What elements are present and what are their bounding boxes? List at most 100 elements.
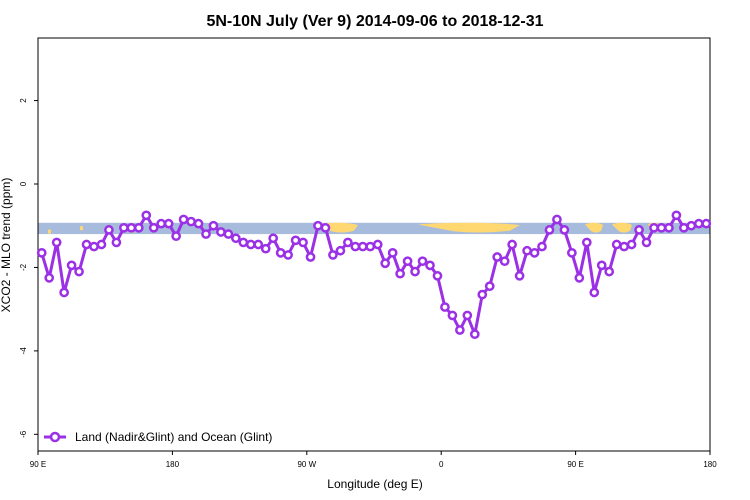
data-point [89,241,99,252]
data-point [104,225,114,235]
data-point [186,216,196,227]
data-point [96,239,107,250]
data-point [596,260,607,271]
data-point [514,270,525,281]
data-point [305,252,316,262]
data-point [649,222,659,233]
x-tick-label: 90 E [30,460,46,469]
data-point [81,239,92,250]
data-point [283,250,293,260]
data-point [357,241,368,252]
data-point [484,281,495,292]
data-point [507,239,517,250]
data-point [499,256,510,267]
y-axis-title: XCO2 - MLO trend (ppm) [0,178,13,313]
data-point [66,260,77,271]
data-point [201,229,211,239]
data-point [455,325,465,335]
data-point [245,239,256,250]
data-point [343,237,353,248]
data-point [522,245,532,256]
data-point [350,241,361,252]
data-point [141,210,152,221]
data-point [552,214,562,225]
data-point [447,310,458,321]
chart-title: 5N-10N July (Ver 9) 2014-09-06 to 2018-1… [206,13,543,30]
x-tick-label: 180 [703,460,717,469]
data-point [380,258,391,269]
data-point [253,239,264,250]
x-axis-title: Longitude (deg E) [327,477,422,491]
data-point [402,256,413,267]
data-point [492,252,503,262]
data-point [477,289,488,300]
data-point [126,222,137,233]
data-point [679,222,689,233]
data-point [328,250,338,260]
y-tick-label: -2 [19,263,28,271]
data-point [148,222,159,233]
legend: Land (Nadir&Glint) and Ocean (Glint) [44,430,272,444]
data-point [604,266,615,277]
data-point [559,225,570,235]
y-tick-label: -4 [19,347,28,355]
data-point [193,218,204,229]
series-layer [36,210,712,340]
data-point [440,302,450,312]
data-point [701,218,712,229]
data-point [686,220,697,231]
y-tick-label: -6 [19,430,28,438]
x-tick-label: 180 [166,460,180,469]
data-point [671,210,682,221]
data-point [44,273,55,283]
data-point [119,222,129,233]
data-point [611,239,622,250]
data-point [537,241,547,252]
data-point [133,222,144,233]
land-speck-1 [48,229,51,234]
data-point [529,247,540,258]
data-point [589,287,600,298]
data-point [335,245,346,256]
data-point [171,231,181,242]
data-point [320,222,331,233]
data-point [208,220,219,231]
y-tick-label: 0 [19,181,28,186]
data-point [298,237,308,248]
data-point [664,222,674,233]
data-point [59,287,69,298]
data-point [574,273,585,283]
land-speck-0 [80,226,83,231]
land-region-2 [585,222,603,233]
data-point [51,237,62,248]
data-point [693,218,704,229]
ocean-band [38,222,710,235]
data-point [432,270,443,281]
x-tick-label: 0 [439,460,444,469]
data-point [365,241,376,252]
x-tick-label: 90 E [567,460,583,469]
data-point [634,225,644,235]
data-point [395,268,405,279]
data-point [425,260,435,271]
data-point [231,233,241,244]
data-point [163,218,174,229]
data-point [260,243,271,254]
data-point [178,214,189,225]
data-point [619,241,629,252]
data-point [372,239,383,250]
data-point [567,247,577,258]
data-point [313,220,323,231]
y-axis: 2 0 -2 -4 -6 [19,98,38,438]
legend-marker-swatch [49,431,61,443]
legend-label: Land (Nadir&Glint) and Ocean (Glint) [75,430,272,444]
data-point [387,247,398,258]
data-point [581,237,592,248]
land-region-3 [612,222,632,233]
data-point [216,227,226,237]
y-tick-label: 2 [19,98,28,103]
data-point [156,218,167,229]
data-point [641,237,652,248]
data-point [469,329,480,340]
